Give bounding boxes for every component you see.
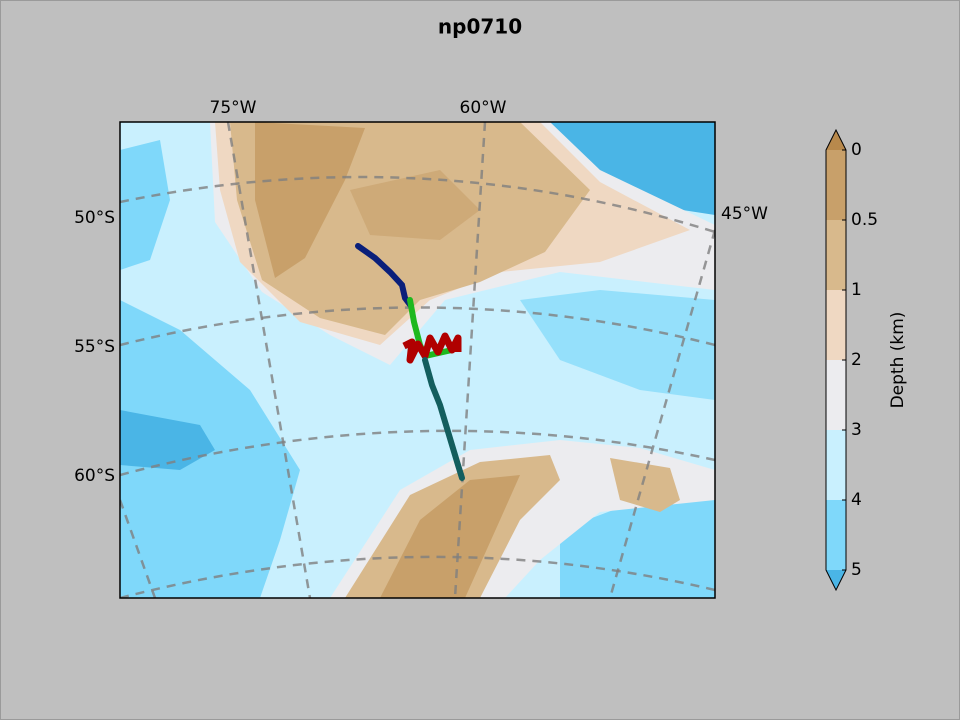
graticule: [226, 122, 312, 598]
lat-label: 50°S: [74, 208, 115, 228]
land-high: [255, 122, 365, 278]
graticule: [120, 499, 157, 598]
map-frame: [119, 121, 716, 599]
colorbar-tick-label: 3: [851, 420, 862, 440]
graticule: [120, 306, 715, 347]
lat-label: 60°S: [74, 466, 115, 486]
colorbar-band: [826, 500, 846, 571]
colorbar-band: [826, 360, 846, 431]
title: np0710: [438, 15, 522, 39]
colorbar-band: [826, 220, 846, 291]
ship-track: [422, 357, 465, 481]
colorbar-extend: [826, 570, 846, 590]
colorbar: 0 0.5 1 2 3 4 5: [825, 128, 878, 592]
graticule: [120, 555, 715, 598]
graticule: [120, 175, 715, 234]
lon-label: 60°W: [460, 98, 507, 118]
lat-label: 55°S: [74, 337, 115, 357]
land-high: [350, 170, 480, 240]
lon-label: 45°W: [721, 204, 768, 224]
ship-track: [355, 243, 414, 309]
colorbar-band: [826, 430, 846, 501]
island: [610, 458, 680, 512]
lon-label: 75°W: [210, 98, 257, 118]
trench: [120, 410, 215, 470]
colorbar-extend: [826, 130, 846, 150]
colorbar-tick-label: 2: [851, 350, 862, 370]
trench: [550, 122, 715, 215]
graticule: [120, 429, 715, 477]
ship-track: [402, 332, 462, 364]
colorbar-label: Depth (km): [888, 312, 908, 409]
colorbar-band: [826, 150, 846, 221]
deep-ocean: [120, 140, 170, 270]
colorbar-tick-label: 5: [851, 560, 862, 580]
colorbar-tick-label: 4: [851, 490, 862, 510]
peninsula-high: [380, 475, 520, 598]
colorbar-tick-label: 0.5: [851, 210, 878, 230]
colorbar-tick-label: 0: [851, 140, 862, 160]
colorbar-tick-label: 1: [851, 280, 862, 300]
map: [120, 122, 715, 598]
colorbar-band: [826, 290, 846, 361]
